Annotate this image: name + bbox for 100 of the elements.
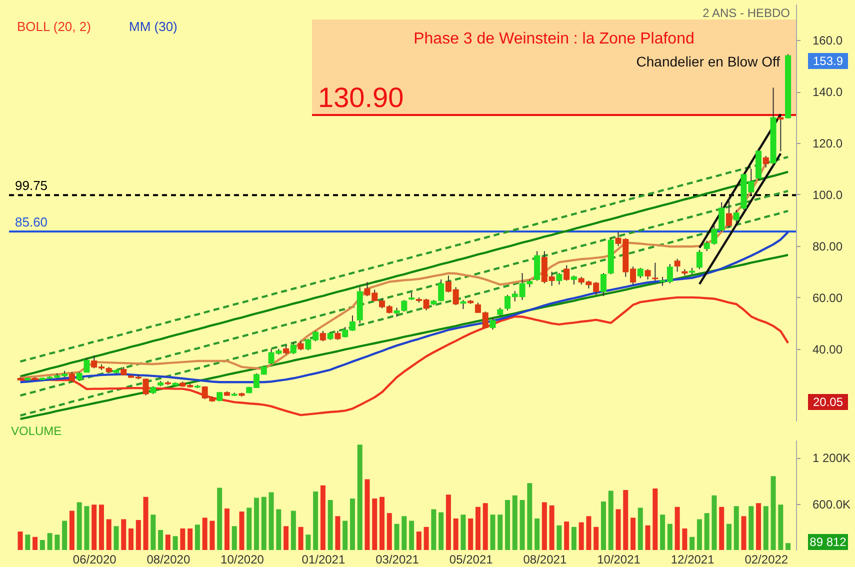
bar [475,506,480,550]
bar [32,536,38,550]
bar [92,504,97,550]
annotation: Chandelier en Blow Off [636,53,780,70]
y-tick-label: 120.0 [812,136,843,150]
candlestick [564,264,570,282]
bar [482,503,488,550]
bar [47,533,52,550]
bar [682,528,688,550]
x-tick-label: 08/2020 [146,552,190,566]
bar [114,526,119,550]
bar [578,522,584,550]
bar [98,504,104,550]
bar [261,496,266,550]
text: 153.9 [812,54,844,68]
bar [284,526,289,550]
candlestick [334,330,341,340]
candlestick [438,278,444,302]
candlestick [570,275,577,286]
bar [616,509,621,550]
bar [468,518,474,550]
bar [734,506,739,550]
bar [438,512,444,550]
candlestick [68,372,75,383]
bar [409,520,414,550]
bar [290,510,296,550]
candlestick [762,155,769,168]
bar [786,543,791,550]
bar [652,488,658,550]
candlestick [556,272,562,286]
bar [645,525,650,550]
y-tick-label: 160.0 [812,34,843,48]
bar [313,492,318,550]
bar [224,508,230,550]
bar [254,498,260,550]
bar [431,509,436,550]
bar [542,502,547,550]
bar [372,498,378,550]
y-tick-label: 60.00 [812,290,843,305]
candlestick [490,318,496,330]
bar [778,504,784,550]
bar [276,509,282,550]
bar [498,514,503,550]
line-series [19,254,790,420]
x-tick-label: 05/2021 [449,552,494,566]
bar [564,522,570,550]
bar [594,526,599,550]
bar [306,534,311,550]
ref-line-label: 130.90 [318,82,404,113]
bar [446,494,451,550]
bar [76,502,82,550]
bar [690,536,695,550]
x-tick-label: 10/2020 [220,552,264,566]
bar [490,514,496,550]
bar [172,536,178,550]
candlestick [726,196,732,228]
text: 89 812 [810,535,847,549]
bar [364,479,370,550]
bar [350,498,355,550]
bar [239,512,244,550]
bar [165,534,170,550]
x-tick-label: 10/2021 [597,552,641,566]
ref-line-label: 85.60 [15,214,48,230]
bar [512,495,518,550]
bar [586,516,592,550]
bar [712,495,717,550]
x-tick-label: 03/2021 [376,552,420,566]
bar [268,492,274,550]
bar [202,518,208,550]
candlestick [637,267,644,279]
y-tick-label: 140.0 [812,85,843,100]
bar [505,500,510,550]
candlestick [320,330,326,342]
bar [741,516,746,550]
bar [298,526,304,550]
x-tick-label: 08/2021 [523,552,567,566]
candlestick [142,378,149,396]
bar [623,490,628,550]
bar [638,508,643,550]
bar [719,506,724,550]
bar [600,502,606,550]
candlestick [298,340,304,351]
x-tick-label: 12/2021 [670,552,715,566]
candlestick [674,258,680,272]
bar [424,526,429,550]
x-tick-label: 01/2021 [302,552,346,566]
bar [128,528,134,550]
bar [549,505,554,550]
bar [69,510,74,550]
bar [704,513,710,550]
bar [748,506,754,550]
bar [232,526,237,550]
bar [527,483,532,550]
bar [556,525,562,550]
candlestick [460,300,466,310]
candlestick [652,262,658,282]
x-tick-label: 02/2022 [744,552,788,566]
text: BOLL (20, 2) [17,19,91,34]
bar [143,496,148,550]
bar [84,506,90,550]
